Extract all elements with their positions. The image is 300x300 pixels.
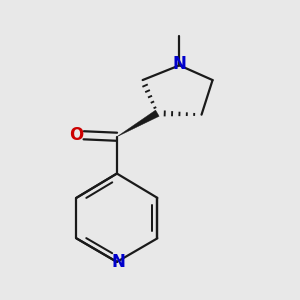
Text: N: N (172, 55, 186, 73)
Text: N: N (111, 253, 125, 271)
Text: O: O (69, 126, 83, 144)
Polygon shape (117, 110, 159, 137)
